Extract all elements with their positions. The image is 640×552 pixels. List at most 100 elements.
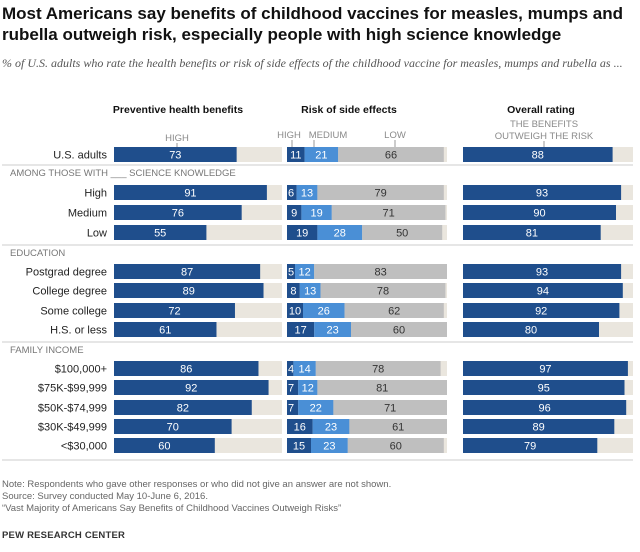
benefits-bar (114, 380, 269, 395)
data-label: 6 (288, 188, 294, 200)
benefits-bar (114, 264, 261, 279)
risk-high-bar (287, 322, 315, 337)
data-label: 22 (310, 403, 322, 415)
section-label: EDUCATION (10, 248, 65, 259)
risk-medium-bar (317, 225, 363, 240)
data-label: 79 (374, 188, 386, 200)
row-label: Postgrad degree (26, 267, 107, 279)
data-label: 15 (293, 441, 305, 453)
risk-medium-bar (299, 283, 321, 298)
data-label: 81 (526, 228, 538, 240)
risk-high-bar (287, 283, 300, 298)
panel-title: Preventive health benefits (113, 104, 243, 116)
row-label: H.S. or less (50, 325, 107, 337)
risk-medium-bar (293, 361, 316, 376)
data-label: 19 (296, 228, 308, 240)
row-label: High (84, 188, 107, 200)
data-label: 12 (302, 383, 314, 395)
risk-medium-bar (295, 264, 315, 279)
org-name: PEW RESEARCH CENTER (2, 530, 126, 541)
data-label: 16 (294, 422, 306, 434)
overall-bar (463, 205, 616, 220)
data-label: 60 (393, 325, 405, 337)
risk-low-bar (349, 419, 447, 434)
data-label: 78 (372, 364, 384, 376)
benefits-bar (114, 400, 252, 415)
data-label: 92 (185, 383, 197, 395)
benefits-bar (114, 185, 267, 200)
data-label: 23 (323, 441, 335, 453)
data-label: 14 (298, 364, 310, 376)
benefits-bar (114, 419, 232, 434)
panel-title: Risk of side effects (301, 104, 397, 116)
data-label: 94 (537, 286, 549, 298)
legend-label: OUTWEIGH THE RISK (495, 131, 594, 142)
risk-low-bar (344, 303, 444, 318)
source-text: Source: Survey conducted May 10-June 6, … (2, 491, 208, 502)
risk-medium-bar (298, 400, 334, 415)
data-label: 92 (535, 306, 547, 318)
data-label: 87 (181, 267, 193, 279)
risk-high-bar (287, 205, 302, 220)
risk-low-bar (331, 205, 446, 220)
data-label: 91 (184, 188, 196, 200)
data-label: 5 (288, 267, 294, 279)
risk-medium-bar (296, 185, 318, 200)
overall-bar (463, 283, 623, 298)
benefits-bar (114, 303, 235, 318)
benefits-bar (114, 361, 259, 376)
data-label: 72 (168, 306, 180, 318)
risk-medium-bar (298, 380, 318, 395)
data-label: 82 (177, 403, 189, 415)
section-label: FAMILY INCOME (10, 345, 84, 356)
chart-title: Most Americans say benefits of childhood… (2, 4, 623, 44)
report-title: “Vast Majority of Americans Say Benefits… (2, 503, 342, 514)
row-label: College degree (32, 286, 107, 298)
data-label: 61 (159, 325, 171, 337)
legend-label: HIGH (165, 133, 189, 144)
risk-high-bar (287, 380, 299, 395)
data-label: 4 (288, 364, 294, 376)
overall-bar (463, 322, 599, 337)
risk-low-bar (315, 361, 441, 376)
data-label: 89 (533, 422, 545, 434)
risk-high-bar (287, 400, 299, 415)
overall-bar (463, 185, 622, 200)
risk-high-bar (287, 225, 318, 240)
data-label: 10 (289, 306, 301, 318)
legend-label: HIGH (277, 130, 301, 141)
data-label: 50 (396, 228, 408, 240)
overall-bar (463, 438, 598, 453)
data-label: 55 (154, 228, 166, 240)
data-label: 93 (536, 267, 548, 279)
data-label: 11 (290, 150, 301, 162)
data-label: 62 (388, 306, 400, 318)
row-label: $75K-$99,999 (38, 383, 107, 395)
legend-label: THE BENEFITS (510, 119, 578, 130)
data-label: 95 (538, 383, 550, 395)
overall-bar (463, 400, 627, 415)
data-label: 78 (377, 286, 389, 298)
data-label: 83 (374, 267, 386, 279)
data-label: 81 (376, 383, 388, 395)
risk-low-bar (351, 322, 447, 337)
data-label: 13 (304, 286, 316, 298)
risk-low-bar (314, 264, 447, 279)
data-label: 60 (158, 441, 170, 453)
benefits-bar (114, 322, 217, 337)
legend-label: MEDIUM (309, 130, 348, 141)
data-label: 61 (392, 422, 404, 434)
data-label: 71 (382, 208, 394, 220)
benefits-bar (114, 225, 207, 240)
data-label: 19 (310, 208, 322, 220)
overall-bar (463, 264, 622, 279)
risk-high-bar (287, 185, 297, 200)
risk-low-bar (347, 438, 444, 453)
data-label: 9 (291, 208, 297, 220)
data-label: 66 (385, 150, 397, 162)
row-label: $50K-$74,999 (38, 403, 107, 415)
data-label: 73 (169, 150, 181, 162)
data-label: 93 (536, 188, 548, 200)
risk-low-bar (320, 283, 446, 298)
risk-medium-bar (314, 322, 351, 337)
